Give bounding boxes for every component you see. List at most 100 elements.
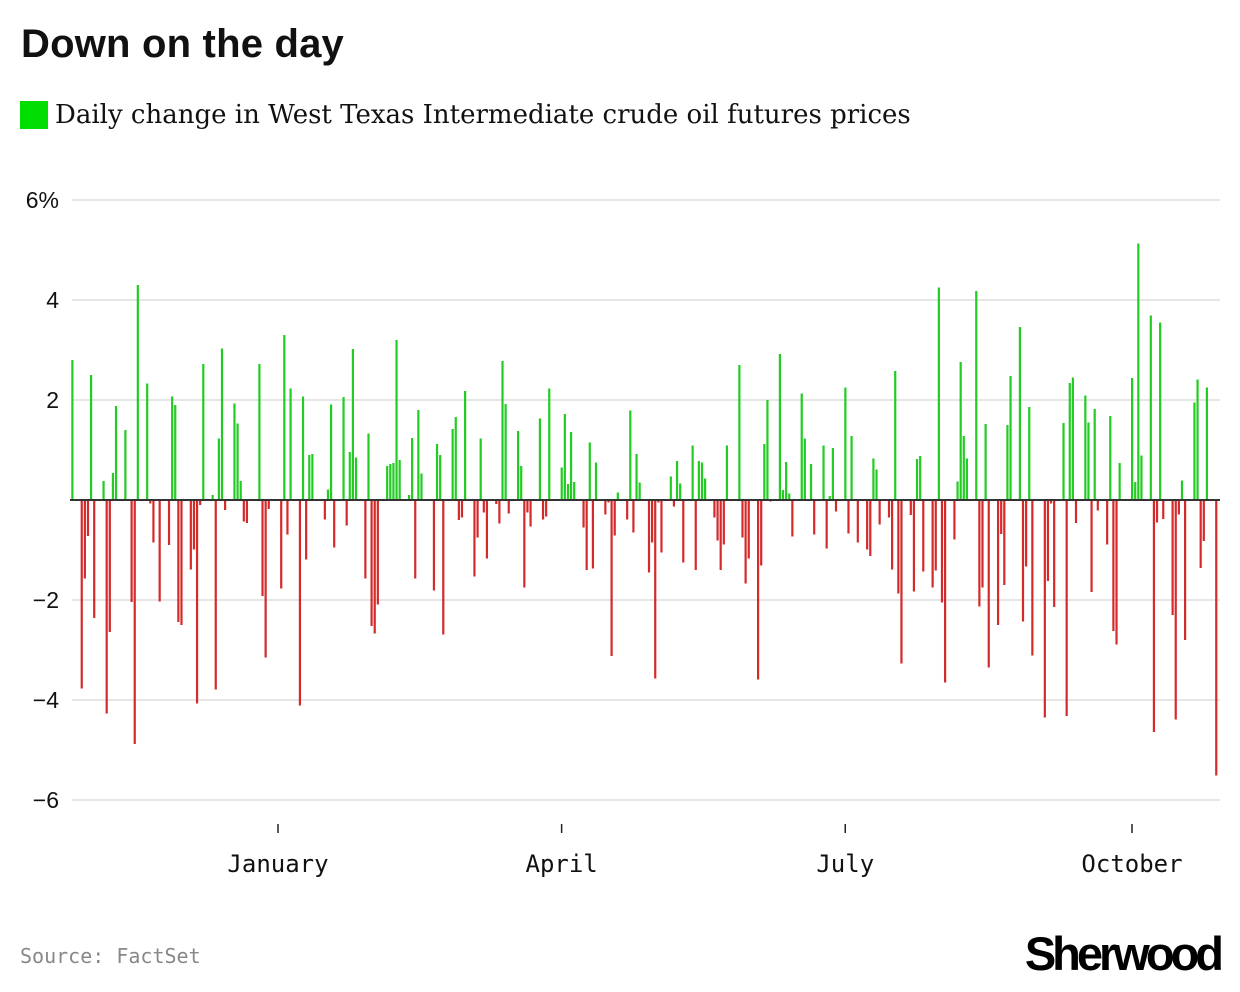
- bar-positive: [102, 481, 105, 500]
- bar-negative: [981, 500, 984, 588]
- bar-positive: [1087, 422, 1090, 500]
- bar-positive: [407, 495, 411, 500]
- bar-positive: [691, 445, 694, 500]
- bar-negative: [214, 500, 217, 690]
- bar-negative: [541, 500, 545, 520]
- bar-positive: [1180, 480, 1184, 500]
- bar-positive: [124, 430, 127, 500]
- bar-negative: [632, 500, 635, 533]
- bar-positive: [548, 388, 551, 500]
- bar-positive: [417, 410, 420, 500]
- bar-positive: [1134, 482, 1137, 500]
- bar-positive: [308, 455, 311, 500]
- bar-positive: [700, 462, 704, 500]
- bar-negative: [130, 500, 133, 602]
- bar-negative: [414, 500, 417, 579]
- bar-negative: [195, 500, 199, 704]
- bar-negative: [345, 500, 348, 526]
- bar-positive: [1006, 425, 1009, 500]
- bar-negative: [834, 500, 838, 512]
- bar-positive: [850, 436, 853, 500]
- bar-negative: [897, 500, 900, 594]
- bar-negative: [364, 500, 367, 579]
- bar-positive: [114, 406, 118, 500]
- bar-negative: [158, 500, 161, 602]
- bar-positive: [1062, 423, 1065, 500]
- bar-positive: [894, 371, 897, 500]
- bar-positive: [351, 349, 354, 500]
- bar-negative: [996, 500, 1000, 625]
- bar-positive: [962, 436, 965, 500]
- bar-negative: [152, 500, 155, 543]
- bar-negative: [80, 500, 83, 689]
- bar-positive: [236, 423, 239, 500]
- bar-negative: [298, 500, 302, 706]
- bar-negative: [180, 500, 183, 625]
- bar-positive: [1009, 376, 1012, 500]
- bar-negative: [654, 500, 657, 679]
- bar-positive: [239, 481, 242, 500]
- bar-positive: [669, 476, 672, 500]
- bar-positive: [872, 458, 875, 500]
- bar-negative: [1043, 500, 1046, 718]
- bar-negative: [756, 500, 760, 680]
- bar-positive: [136, 285, 139, 500]
- bar-negative: [940, 500, 944, 603]
- bar-negative: [713, 500, 716, 518]
- bar-positive: [975, 291, 978, 500]
- bar-negative: [167, 500, 171, 545]
- y-tick-label: −6: [33, 787, 59, 813]
- bar-negative: [267, 500, 270, 509]
- bar-negative: [909, 500, 912, 515]
- bar-positive: [1140, 455, 1143, 500]
- bar-positive: [71, 360, 74, 500]
- bar-negative: [133, 500, 136, 744]
- bar-negative: [825, 500, 828, 549]
- bar-negative: [370, 500, 373, 626]
- bar-positive: [301, 396, 305, 500]
- bar-negative: [498, 500, 501, 524]
- bar-negative: [869, 500, 872, 556]
- bar-negative: [866, 500, 869, 550]
- bar-positive: [202, 364, 205, 500]
- bar-negative: [856, 500, 859, 543]
- bar-positive: [220, 348, 224, 500]
- bar-positive: [956, 481, 959, 500]
- bar-positive: [937, 287, 940, 500]
- bar-positive: [283, 335, 286, 500]
- bar-negative: [613, 500, 616, 536]
- y-tick-label: 4: [46, 287, 59, 313]
- bar-negative: [610, 500, 613, 656]
- bar-positive: [389, 464, 392, 500]
- bar-positive: [763, 444, 766, 500]
- bar-negative: [719, 500, 722, 570]
- bar-negative: [647, 500, 651, 573]
- bar-negative: [507, 500, 510, 514]
- bar-negative: [1074, 500, 1078, 523]
- bar-positive: [635, 454, 638, 500]
- bar-negative: [934, 500, 937, 571]
- bar-negative: [585, 500, 588, 570]
- bar-negative: [305, 500, 308, 560]
- bar-negative: [286, 500, 289, 535]
- bar-positive: [629, 410, 632, 500]
- bar-negative: [442, 500, 445, 635]
- x-axis-ticks: January April July October: [227, 824, 1183, 878]
- bar-negative: [1115, 500, 1118, 645]
- bar-positive: [516, 431, 520, 500]
- bar-positive: [89, 375, 93, 500]
- bar-negative: [93, 500, 96, 618]
- bar-positive: [965, 458, 969, 500]
- bar-negative: [1199, 500, 1202, 568]
- bar-negative: [1183, 500, 1187, 640]
- bar-positive: [386, 466, 389, 500]
- bar-positive: [1109, 416, 1112, 500]
- bar-negative: [953, 500, 956, 540]
- bar-positive: [588, 442, 591, 500]
- bar-negative: [323, 500, 326, 520]
- bar-positive: [1093, 409, 1096, 500]
- bar-positive: [594, 462, 598, 500]
- legend-swatch: [20, 101, 48, 129]
- bar-negative: [529, 500, 532, 527]
